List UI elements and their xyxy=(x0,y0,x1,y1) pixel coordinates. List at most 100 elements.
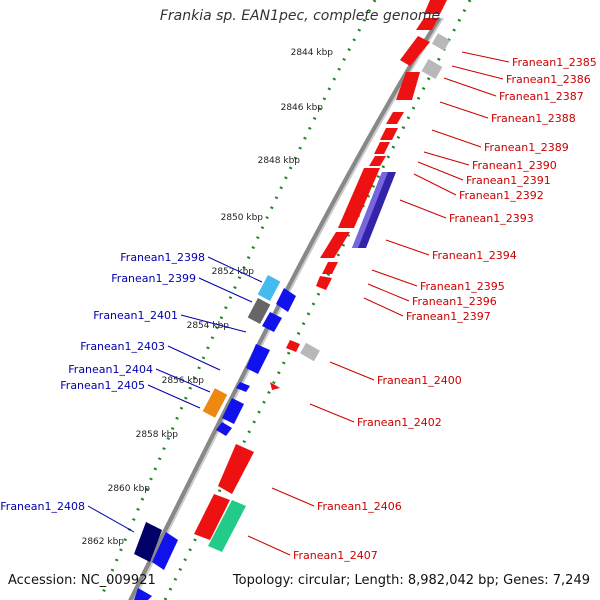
scale-tick-label: 2846 kbp xyxy=(281,103,324,113)
gene-2405-arrow[interactable] xyxy=(216,422,232,436)
forward-gene-leader-line xyxy=(329,361,375,381)
gene-2394-arrow[interactable] xyxy=(320,232,350,258)
map-title: Frankia sp. EAN1pec, complete genome xyxy=(159,8,441,24)
forward-gene-leader-line xyxy=(363,297,404,317)
gene-2398-block[interactable] xyxy=(257,275,281,301)
gene-2407-block[interactable] xyxy=(208,500,246,552)
gene-2400-grey[interactable] xyxy=(300,342,320,362)
forward-gene-label[interactable]: Franean1_2400 xyxy=(377,374,462,387)
reverse-gene-label[interactable]: Franean1_2408 xyxy=(0,500,85,513)
forward-gene-label[interactable]: Franean1_2386 xyxy=(506,73,591,86)
forward-gene-label[interactable]: Franean1_2389 xyxy=(484,141,569,154)
scale-tick-label: 2862 kbp xyxy=(82,537,125,547)
reverse-gene-label[interactable]: Franean1_2399 xyxy=(111,272,196,285)
reverse-gene-leader-line xyxy=(147,384,201,409)
scale-tick-label: 2854 kbp xyxy=(187,321,230,331)
forward-gene-leader-line xyxy=(439,101,489,119)
gene-2402-arrow[interactable] xyxy=(270,382,280,390)
forward-gene-label[interactable]: Franean1_2385 xyxy=(512,56,597,69)
scale-tick-label: 2860 kbp xyxy=(108,484,151,494)
forward-gene-leader-line xyxy=(423,151,470,166)
scale-tick-label: 2844 kbp xyxy=(291,48,334,58)
forward-strand-genes xyxy=(194,0,447,540)
reverse-gene-leader-line xyxy=(167,345,221,371)
grey-genes xyxy=(300,33,451,362)
reverse-gene-leader-line xyxy=(87,505,135,533)
scale-tick-label: 2848 kbp xyxy=(258,156,301,166)
reverse-gene-label[interactable]: Franean1_2405 xyxy=(60,379,145,392)
gene-2395-arrow[interactable] xyxy=(322,262,338,274)
reverse-gene-labels: Franean1_2398 Franean1_2399 Franean1_2401 F… xyxy=(0,251,263,533)
forward-gene-leader-line xyxy=(385,239,430,256)
gene-2403-arrow[interactable] xyxy=(236,382,250,392)
reverse-strand-genes xyxy=(134,275,296,600)
reverse-gene-label[interactable]: Franean1_2401 xyxy=(93,309,178,322)
reverse-gene-label[interactable]: Franean1_2404 xyxy=(68,363,153,376)
forward-gene-leader-line xyxy=(461,51,510,63)
forward-gene-label[interactable]: Franean1_2390 xyxy=(472,159,557,172)
gene-2404-block[interactable] xyxy=(202,388,228,418)
gene-2386-arrow[interactable] xyxy=(416,18,438,30)
gene-2387-grey[interactable] xyxy=(421,58,443,80)
forward-gene-leader-line xyxy=(371,269,418,287)
forward-gene-leader-line xyxy=(443,77,497,97)
gene-2401-arrow[interactable] xyxy=(246,344,270,374)
forward-gene-label[interactable]: Franean1_2391 xyxy=(466,174,551,187)
reverse-gene-leader-line xyxy=(180,314,247,333)
gene-2397-arrow[interactable] xyxy=(316,276,332,290)
gene-2399-arrow[interactable] xyxy=(262,312,282,332)
gene-2389-arrow[interactable] xyxy=(386,112,404,124)
forward-gene-label[interactable]: Franean1_2402 xyxy=(357,416,442,429)
gene-2386-grey[interactable] xyxy=(431,33,451,51)
forward-gene-label[interactable]: Franean1_2393 xyxy=(449,212,534,225)
gene-2387-arrow[interactable] xyxy=(400,36,430,66)
forward-gene-label[interactable]: Franean1_2387 xyxy=(499,90,584,103)
gene-2392-arrow[interactable] xyxy=(369,156,386,166)
gene-2388-arrow[interactable] xyxy=(396,72,420,100)
gene-2393-block-highlight xyxy=(352,172,388,248)
gene-2390-arrow[interactable] xyxy=(380,128,398,140)
scale-tick-label: 2852 kbp xyxy=(212,267,255,277)
forward-gene-label[interactable]: Franean1_2392 xyxy=(459,189,544,202)
gene-2408-block[interactable] xyxy=(134,522,162,562)
genome-backbone xyxy=(128,16,443,600)
forward-gene-label[interactable]: Franean1_2397 xyxy=(406,310,491,323)
genome-summary-text: Topology: circular; Length: 8,982,042 bp… xyxy=(232,573,590,588)
forward-gene-leader-line xyxy=(399,199,447,219)
forward-gene-label[interactable]: Franean1_2394 xyxy=(432,249,517,262)
gene-2398-arrow[interactable] xyxy=(276,288,296,312)
forward-gene-labels: Franean1_2385 Franean1_2386 Franean1_2387 F… xyxy=(247,51,597,562)
gene-bottom-arrow[interactable] xyxy=(134,588,152,600)
scale-ticks: 2844 kbp 2846 kbp 2848 kbp 2850 kbp 2852 kbp… xyxy=(82,48,334,547)
reverse-gene-label[interactable]: Franean1_2398 xyxy=(120,251,205,264)
forward-gene-leader-line xyxy=(417,161,464,181)
gene-2407-arrow[interactable] xyxy=(194,494,230,540)
forward-gene-label[interactable]: Franean1_2406 xyxy=(317,500,402,513)
scale-tick-label: 2858 kbp xyxy=(136,430,179,440)
forward-gene-label[interactable]: Franean1_2407 xyxy=(293,549,378,562)
gene-2400-arrow[interactable] xyxy=(286,340,300,352)
accession-text: Accession: NC_009921 xyxy=(8,573,156,588)
gene-2404-arrow[interactable] xyxy=(222,398,244,424)
gene-2408-arrow[interactable] xyxy=(152,532,178,570)
forward-gene-label[interactable]: Franean1_2395 xyxy=(420,280,505,293)
gene-2385-arrow[interactable] xyxy=(424,0,447,14)
forward-gene-label[interactable]: Franean1_2396 xyxy=(412,295,497,308)
forward-gene-label[interactable]: Franean1_2388 xyxy=(491,112,576,125)
gene-2393-arrow[interactable] xyxy=(338,168,380,228)
gene-2391-arrow[interactable] xyxy=(374,142,390,154)
reverse-gene-leader-line xyxy=(207,256,263,283)
forward-gene-leader-line xyxy=(451,65,504,80)
gene-2399-block[interactable] xyxy=(247,298,271,324)
forward-gene-leader-line xyxy=(431,129,482,148)
forward-gene-leader-line xyxy=(413,173,457,196)
gene-2406-arrow[interactable] xyxy=(218,444,254,494)
reverse-gene-leader-line xyxy=(155,368,211,393)
reverse-gene-leader-line xyxy=(198,277,253,303)
forward-gene-leader-line xyxy=(309,403,355,423)
reverse-gene-label[interactable]: Franean1_2403 xyxy=(80,340,165,353)
forward-gene-leader-line xyxy=(271,487,315,507)
forward-gene-leader-line xyxy=(247,535,291,556)
